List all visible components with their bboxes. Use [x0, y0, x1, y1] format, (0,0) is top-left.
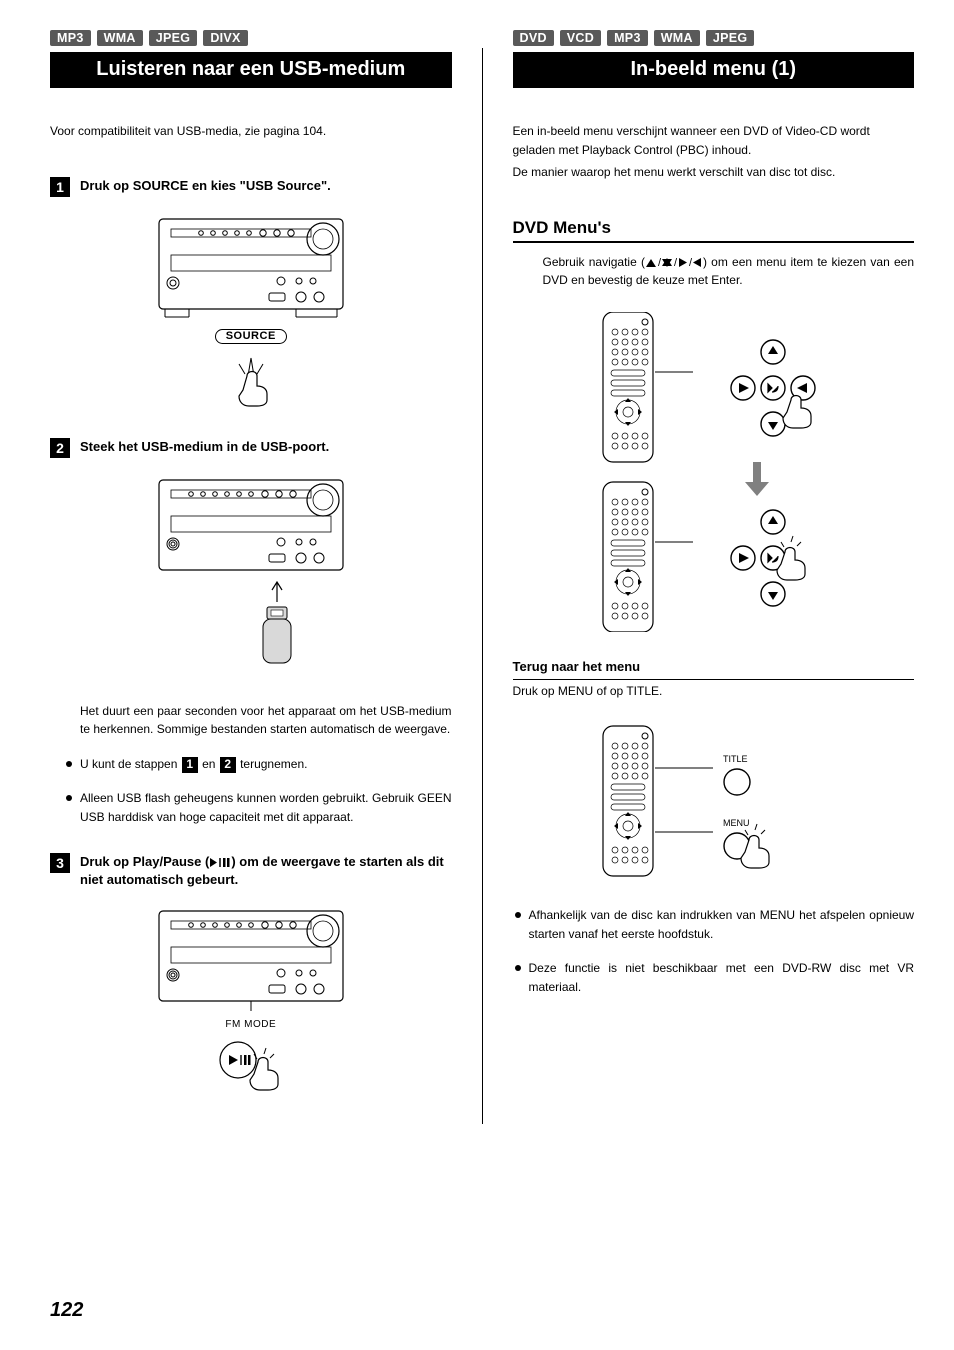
- step-2-paragraph: Het duurt een paar seconden voor het app…: [50, 702, 452, 739]
- badge-jpeg-r: JPEG: [706, 30, 755, 46]
- back-to-menu-body: Druk op MENU of op TITLE.: [513, 684, 915, 698]
- badge-wma: WMA: [97, 30, 143, 46]
- right-intro-2: De manier waarop het menu werkt verschil…: [513, 163, 915, 182]
- column-divider: [482, 48, 483, 1124]
- nav-arrows-icon: / / /: [645, 257, 703, 268]
- badge-jpeg: JPEG: [149, 30, 198, 46]
- page-number: 122: [50, 1299, 83, 1322]
- inline-step-2: 2: [220, 757, 236, 773]
- badge-wma-r: WMA: [654, 30, 700, 46]
- step-2-text: Steek het USB-medium in de USB-poort.: [80, 438, 329, 456]
- dvd-menus-heading: DVD Menu's: [513, 218, 915, 243]
- title-right: In-beeld menu (1): [513, 52, 915, 88]
- format-badges-left: MP3 WMA JPEG DIVX: [50, 30, 452, 46]
- menu-label: MENU: [723, 818, 750, 828]
- click-hand-icon: [221, 354, 281, 408]
- remote-illustration-1: [513, 312, 915, 632]
- format-badges-right: DVD VCD MP3 WMA JPEG: [513, 30, 915, 46]
- inline-step-1: 1: [182, 757, 198, 773]
- back-to-menu-heading: Terug naar het menu: [513, 659, 641, 674]
- step-2-bullet-1: U kunt de stappen 1 en 2 terugnemen.: [50, 755, 452, 774]
- step-3-number: 3: [50, 853, 70, 873]
- right-bullet-1: Afhankelijk van de disc kan indrukken va…: [513, 906, 915, 943]
- badge-dvd: DVD: [513, 30, 554, 46]
- dvd-menus-body: Gebruik navigatie (///) om een menu item…: [513, 253, 915, 290]
- badge-vcd: VCD: [560, 30, 601, 46]
- device-illustration-3: FM MODE: [50, 903, 452, 1094]
- step-1-number: 1: [50, 177, 70, 197]
- step-2-bullet-2: Alleen USB flash geheugens kunnen worden…: [50, 789, 452, 826]
- sub-heading-rule: Terug naar het menu: [513, 658, 915, 680]
- badge-mp3-r: MP3: [607, 30, 648, 46]
- title-label: TITLE: [723, 754, 748, 764]
- source-pill: SOURCE: [215, 329, 287, 344]
- play-pause-click-icon: [214, 1038, 288, 1094]
- right-bullet-2: Deze functie is niet beschikbaar met een…: [513, 959, 915, 996]
- play-pause-icon: [209, 857, 231, 868]
- step-2-number: 2: [50, 438, 70, 458]
- svg-text:/: /: [658, 257, 662, 268]
- device-illustration-1: SOURCE: [50, 211, 452, 408]
- left-intro: Voor compatibiliteit van USB-media, zie …: [50, 122, 452, 141]
- badge-mp3: MP3: [50, 30, 91, 46]
- right-intro-1: Een in-beeld menu verschijnt wanneer een…: [513, 122, 915, 159]
- badge-divx: DIVX: [203, 30, 247, 46]
- step-2: 2 Steek het USB-medium in de USB-poort.: [50, 438, 452, 458]
- step-3: 3 Druk op Play/Pause () om de weergave t…: [50, 853, 452, 889]
- title-left: Luisteren naar een USB-medium: [50, 52, 452, 88]
- step-1-text: Druk op SOURCE en kies "USB Source".: [80, 177, 331, 195]
- device-illustration-2: [50, 472, 452, 672]
- step-3-text: Druk op Play/Pause () om de weergave te …: [80, 853, 452, 889]
- step-1: 1 Druk op SOURCE en kies "USB Source".: [50, 177, 452, 197]
- fm-mode-label: FM MODE: [50, 1019, 452, 1030]
- remote-illustration-2: TITLE MENU: [513, 720, 915, 890]
- svg-text:/: /: [689, 257, 693, 268]
- svg-text:/: /: [674, 257, 678, 268]
